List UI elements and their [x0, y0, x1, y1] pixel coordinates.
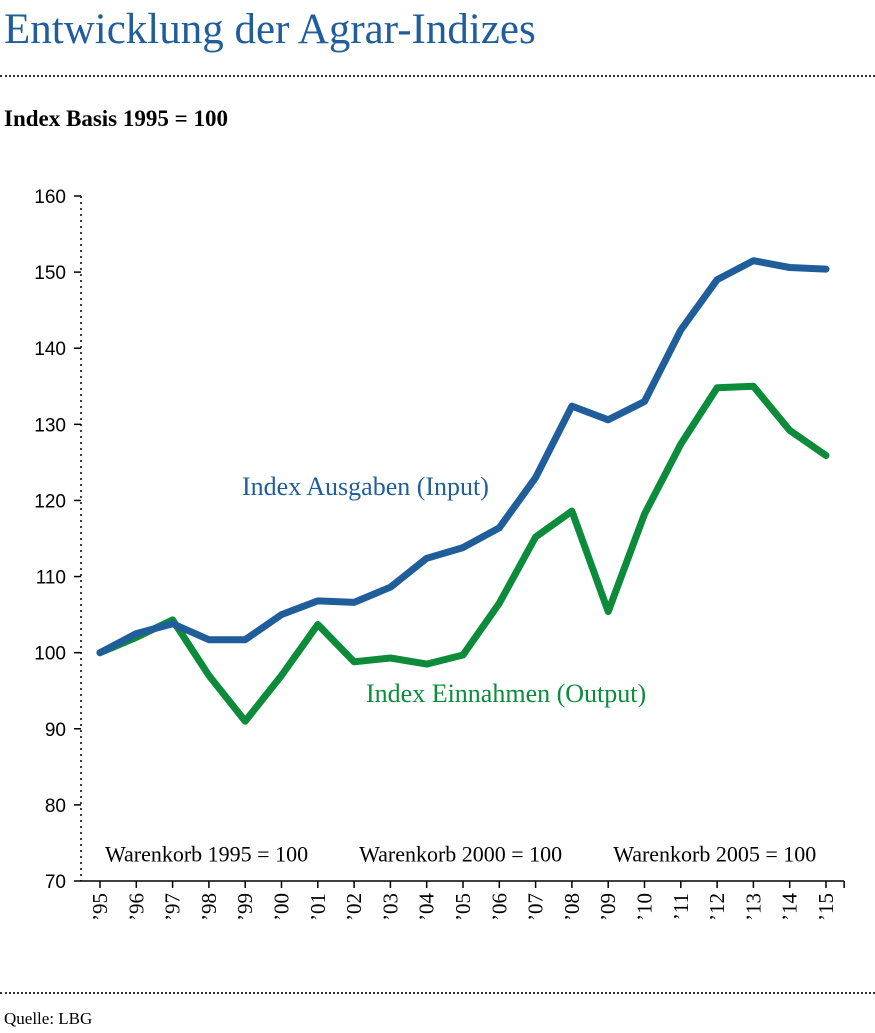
x-tick-label: ’15 [814, 893, 838, 921]
basket-annotation: Warenkorb 1995 = 100 [105, 841, 308, 866]
x-tick-label: ’95 [88, 893, 112, 921]
x-tick-label: ’11 [669, 893, 693, 920]
x-tick-label: ’12 [705, 893, 729, 921]
top-divider [0, 75, 875, 77]
y-tick-label: 120 [34, 491, 66, 512]
y-tick-label: 150 [34, 263, 66, 284]
y-tick-label: 70 [45, 872, 66, 893]
x-tick-label: ’98 [197, 893, 221, 921]
x-tick-label: ’08 [560, 893, 584, 921]
x-tick-label: ’06 [487, 893, 511, 921]
basket-annotations: Warenkorb 1995 = 100 Warenkorb 2000 = 100… [105, 841, 816, 866]
bottom-divider [0, 992, 875, 994]
x-tick-label: ’02 [342, 893, 366, 921]
basket-annotation: Warenkorb 2005 = 100 [613, 841, 816, 866]
source-note: Quelle: LBG [4, 1009, 93, 1028]
x-tick-label: ’07 [524, 893, 548, 921]
y-tick-label: 160 [34, 187, 66, 208]
x-tick-label: ’01 [306, 893, 330, 921]
chart-subtitle: Index Basis 1995 = 100 [4, 106, 228, 131]
x-tick-label: ’05 [451, 893, 475, 921]
y-ticks: 70 80 90 100 110 120 130 140 150 160 [34, 187, 81, 893]
y-tick-label: 110 [36, 568, 66, 589]
y-tick-label: 90 [45, 720, 66, 741]
series-line-output [96, 382, 830, 725]
x-tick-label: ’96 [124, 893, 148, 921]
y-tick-label: 80 [45, 796, 66, 817]
x-tick-label: ’10 [633, 893, 657, 921]
x-tick-label: ’03 [378, 893, 402, 921]
x-tick-label: ’09 [596, 893, 620, 921]
y-tick-label: 130 [34, 415, 66, 436]
series-line-input [96, 257, 830, 657]
x-tick-label: ’99 [233, 893, 257, 921]
x-ticks: ’95 ’96 ’97 ’98 ’99 ’00 ’01 ’02 ’03 ’04 ’05 ’06 ’07 ’… [88, 881, 845, 921]
page-title: Entwicklung der Agrar-Indizes [4, 6, 536, 53]
series-label-input: Index Ausgaben (Input) [242, 472, 489, 501]
x-tick-label: ’04 [415, 893, 439, 921]
x-tick-label: ’00 [270, 893, 294, 921]
series-label-output: Index Einnahmen (Output) [366, 679, 646, 708]
series-lines [96, 257, 830, 725]
x-tick-label: ’14 [778, 893, 802, 921]
y-tick-label: 140 [34, 339, 66, 360]
basket-annotation: Warenkorb 2000 = 100 [359, 841, 562, 866]
x-tick-label: ’97 [161, 893, 185, 921]
y-tick-label: 100 [34, 644, 66, 665]
x-tick-label: ’13 [741, 893, 765, 921]
line-chart: 70 80 90 100 110 120 130 140 150 160 ’95 ’96 ’97 ’98… [34, 187, 845, 921]
